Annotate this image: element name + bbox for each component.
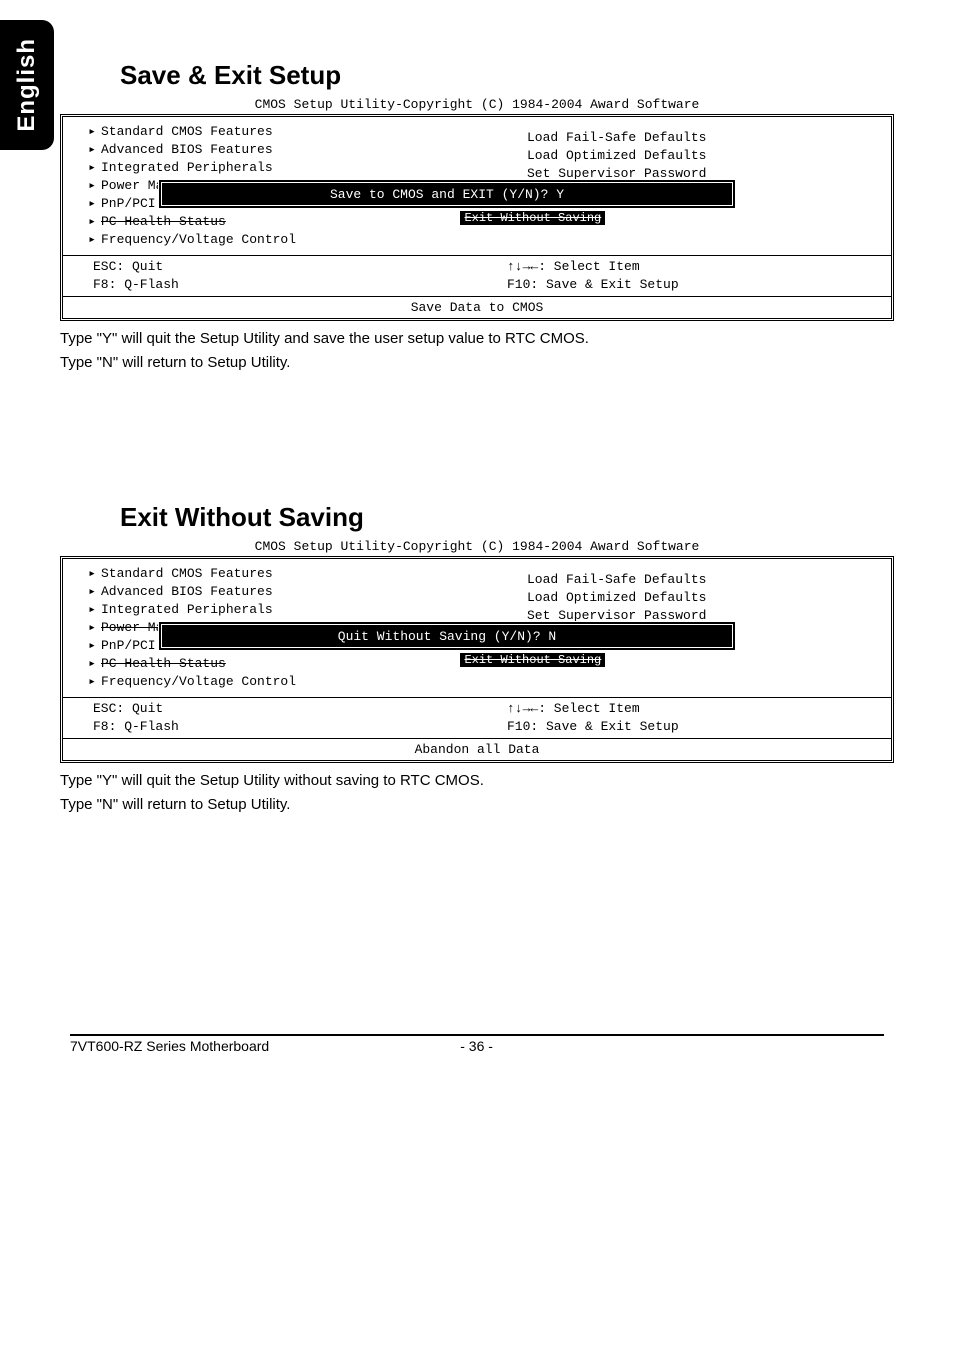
menu-item[interactable]: ▸Advanced BIOS Features	[83, 583, 467, 601]
arrow-keys: ↑↓→←: Select Item	[507, 258, 881, 276]
triangle-icon: ▸	[83, 583, 101, 601]
hidden-item-strike: Exit Without Saving	[460, 211, 605, 225]
section2-caption: CMOS Setup Utility-Copyright (C) 1984-20…	[60, 539, 894, 554]
section1-body1: Type "Y" will quit the Setup Utility and…	[60, 329, 894, 349]
menu-item[interactable]: Load Optimized Defaults	[527, 147, 881, 165]
menu-label: Standard CMOS Features	[101, 123, 273, 141]
triangle-icon: ▸	[83, 637, 101, 655]
menu-item[interactable]: Load Fail-Safe Defaults	[527, 571, 881, 589]
menu-item[interactable]: ▸Frequency/Voltage Control	[83, 231, 467, 249]
menu-label: PC Health Status	[101, 213, 226, 231]
menu-label: Standard CMOS Features	[101, 565, 273, 583]
menu-label: Integrated Peripherals	[101, 159, 273, 177]
menu-label: Advanced BIOS Features	[101, 141, 273, 159]
menu-item[interactable]: ▸Standard CMOS Features	[83, 123, 467, 141]
triangle-icon: ▸	[83, 601, 101, 619]
triangle-icon: ▸	[83, 565, 101, 583]
menu-item[interactable]: Load Fail-Safe Defaults	[527, 129, 881, 147]
language-tab: English	[0, 20, 54, 150]
menu-item[interactable]: ▸Integrated Peripherals	[83, 159, 467, 177]
menu-item[interactable]: ▸PC Health Status	[83, 213, 467, 231]
menu-label: PnP/PCI	[101, 195, 156, 213]
triangle-icon: ▸	[83, 177, 101, 195]
triangle-icon: ▸	[83, 123, 101, 141]
menu-label: Integrated Peripherals	[101, 601, 273, 619]
f8-key: F8: Q-Flash	[93, 276, 467, 294]
dialog-text: Save to CMOS and EXIT (Y/N)? Y	[330, 187, 564, 202]
section2-body1: Type "Y" will quit the Setup Utility wit…	[60, 771, 894, 791]
section2-title: Exit Without Saving	[120, 502, 894, 533]
triangle-icon: ▸	[83, 159, 101, 177]
language-tab-text: English	[13, 38, 41, 132]
menu-item[interactable]: ▸PC Health Status	[83, 655, 467, 673]
triangle-icon: ▸	[83, 213, 101, 231]
arrow-keys: ↑↓→←: Select Item	[507, 700, 881, 718]
f10-key: F10: Save & Exit Setup	[507, 718, 881, 736]
triangle-icon: ▸	[83, 195, 101, 213]
esc-key: ESC: Quit	[93, 258, 467, 276]
bios-box-1: ▸Standard CMOS Features ▸Advanced BIOS F…	[60, 114, 894, 321]
bios-footer-1: Save Data to CMOS	[63, 297, 891, 318]
triangle-icon: ▸	[83, 231, 101, 249]
quit-dialog[interactable]: Quit Without Saving (Y/N)? N	[158, 621, 736, 651]
section1-caption: CMOS Setup Utility-Copyright (C) 1984-20…	[60, 97, 894, 112]
menu-label: Frequency/Voltage Control	[101, 673, 296, 691]
bios-footer-2: Abandon all Data	[63, 739, 891, 760]
triangle-icon: ▸	[83, 655, 101, 673]
footer-left: 7VT600-RZ Series Motherboard	[70, 1038, 269, 1054]
page-footer: 7VT600-RZ Series Motherboard - 36 -	[70, 1034, 884, 1054]
menu-item[interactable]: ▸Advanced BIOS Features	[83, 141, 467, 159]
menu-item[interactable]: ▸Integrated Peripherals	[83, 601, 467, 619]
triangle-icon: ▸	[83, 673, 101, 691]
esc-key: ESC: Quit	[93, 700, 467, 718]
menu-item[interactable]: ▸Standard CMOS Features	[83, 565, 467, 583]
footer-center: - 36 -	[269, 1038, 684, 1054]
menu-label: Power Ma	[101, 177, 163, 195]
menu-label: PC Health Status	[101, 655, 226, 673]
section1-title: Save & Exit Setup	[120, 60, 894, 91]
menu-label: Advanced BIOS Features	[101, 583, 273, 601]
menu-label: PnP/PCI	[101, 637, 156, 655]
section2-body2: Type "N" will return to Setup Utility.	[60, 795, 894, 815]
f10-key: F10: Save & Exit Setup	[507, 276, 881, 294]
section1-body2: Type "N" will return to Setup Utility.	[60, 353, 894, 373]
bios-box-2: ▸Standard CMOS Features ▸Advanced BIOS F…	[60, 556, 894, 763]
save-dialog[interactable]: Save to CMOS and EXIT (Y/N)? Y	[158, 179, 736, 209]
menu-label: Frequency/Voltage Control	[101, 231, 296, 249]
menu-item[interactable]: ▸Frequency/Voltage Control	[83, 673, 467, 691]
triangle-icon: ▸	[83, 619, 101, 637]
triangle-icon: ▸	[83, 141, 101, 159]
menu-item[interactable]: Load Optimized Defaults	[527, 589, 881, 607]
dialog-text: Quit Without Saving (Y/N)? N	[338, 629, 556, 644]
hidden-item-strike: Exit Without Saving	[460, 653, 605, 667]
f8-key: F8: Q-Flash	[93, 718, 467, 736]
